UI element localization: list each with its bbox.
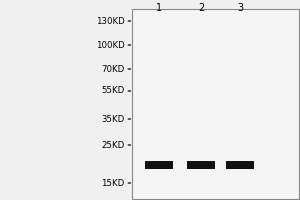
Bar [187, 161, 215, 169]
Text: 3: 3 [237, 3, 243, 13]
Bar [132, 9, 298, 199]
Text: 1: 1 [156, 3, 162, 13]
Text: 55KD: 55KD [101, 86, 124, 95]
Text: 2: 2 [198, 3, 204, 13]
Bar [226, 161, 254, 169]
Text: 130KD: 130KD [96, 17, 124, 25]
Text: 70KD: 70KD [101, 64, 124, 73]
Bar [145, 161, 173, 169]
Text: 15KD: 15KD [101, 178, 124, 188]
Text: 100KD: 100KD [96, 40, 124, 49]
Text: 25KD: 25KD [101, 140, 124, 149]
Text: 35KD: 35KD [101, 114, 124, 123]
